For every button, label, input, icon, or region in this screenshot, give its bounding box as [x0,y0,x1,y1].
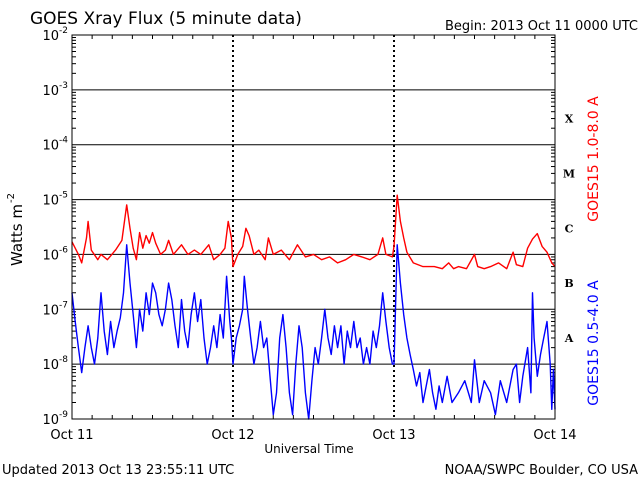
x-tick-label: Oct 13 [372,428,415,443]
x-tick-label: Oct 12 [211,428,254,443]
series-short-channel [71,244,556,420]
y-tick-labels: 10-2 10-3 10-4 10-5 10-6 10-7 10-8 10-9 [42,26,68,428]
y-tick-label: 10-4 [42,136,68,154]
legend-series-2: GOES15 0.5-4.0 A [586,280,602,406]
y-tick-label: 10-2 [42,26,68,44]
y-tick-label: 10-3 [42,81,68,99]
x-tick-label: Oct 14 [533,428,576,443]
y-axis-label: Watts m -2 [6,193,26,266]
y-axis-label-superscript: -2 [6,193,17,203]
x-tick-label: Oct 11 [50,428,93,443]
flare-class-b: B [564,277,573,290]
y-tick-label: 10-8 [42,355,68,373]
series-long-channel [71,194,556,270]
legend: GOES15 1.0-8.0 A GOES15 0.5-4.0 A [586,96,602,406]
chart-title: GOES Xray Flux (5 minute data) [30,9,302,29]
flare-class-a: A [564,332,574,345]
plot-frame [71,34,556,420]
flare-class-x: X [565,113,574,126]
legend-series-1: GOES15 1.0-8.0 A [586,96,602,222]
y-tick-label: 10-6 [42,245,68,263]
series-lines [71,194,556,420]
y-tick-label: 10-5 [42,191,68,209]
y-tick-label: 10-7 [42,300,68,318]
y-tick-label: 10-9 [42,410,68,428]
begin-label: Begin: 2013 Oct 11 0000 UTC [445,19,638,34]
x-tick-labels: Oct 11 Oct 12 Oct 13 Oct 14 [50,428,576,443]
credit-text: NOAA/SWPC Boulder, CO USA [445,463,638,478]
flare-class-labels: X M C B A [563,113,575,345]
updated-timestamp: Updated 2013 Oct 13 23:55:11 UTC [2,463,234,478]
x-axis-label: Universal Time [264,442,353,456]
y-axis-label-text: Watts m [8,204,26,266]
flare-class-c: C [565,222,574,235]
flare-class-m: M [563,167,575,180]
